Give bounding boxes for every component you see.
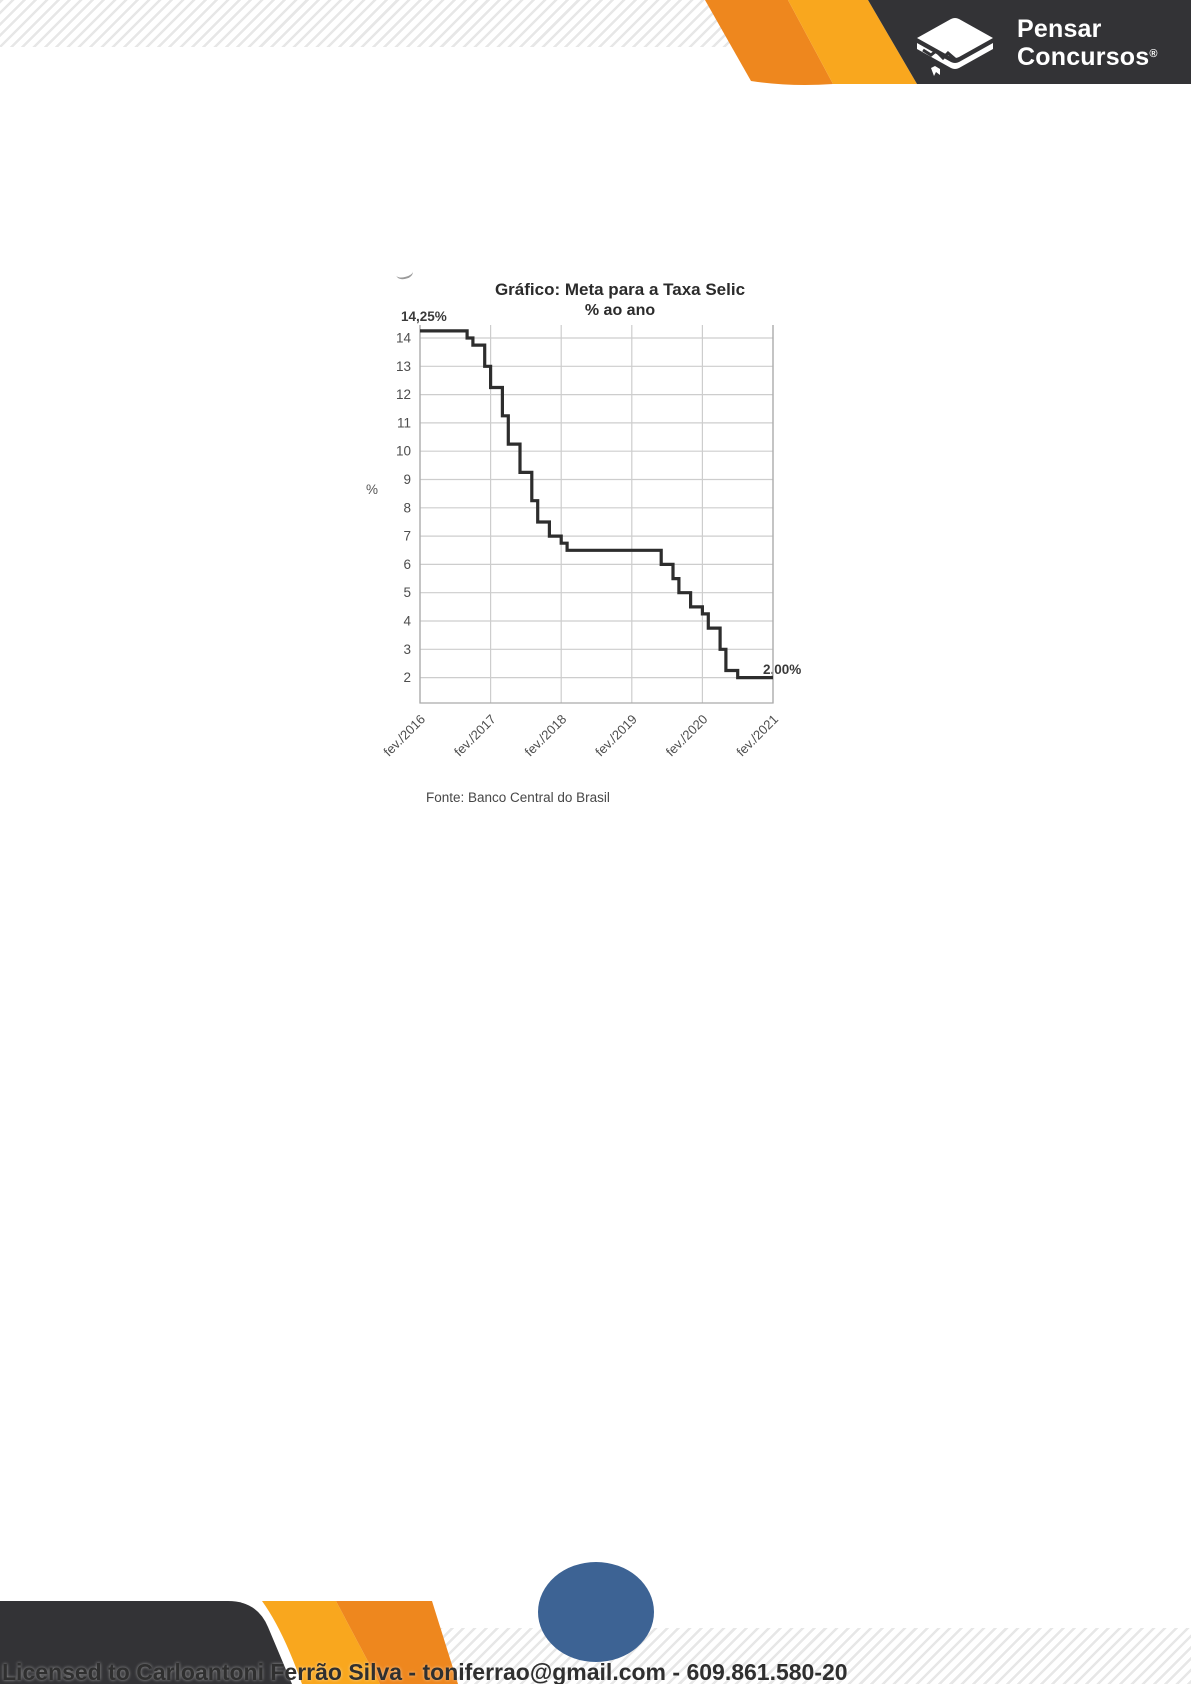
- license-watermark-text: Licensed to Carloantoni Ferrão Silva - t…: [2, 1659, 848, 1684]
- pensar-logo-icon: [917, 18, 993, 76]
- y-tick-label: 7: [403, 529, 411, 544]
- y-tick-label: 12: [396, 387, 411, 402]
- brand-wordmark: Pensar Concursos®: [1017, 14, 1158, 71]
- y-axis-unit-label: %: [366, 482, 379, 497]
- x-tick-label: fev./2019: [592, 712, 640, 760]
- banner-amber-stripe: [788, 0, 917, 84]
- footer-charcoal-block: [0, 1601, 292, 1684]
- y-tick-label: 5: [403, 585, 411, 600]
- brand-line1: Pensar: [1017, 14, 1102, 43]
- x-tick-label: fev./2018: [522, 712, 570, 760]
- y-tick-label: 2: [403, 670, 411, 685]
- footer-graphic: [0, 1562, 654, 1684]
- y-tick-label: 6: [403, 557, 411, 572]
- chart-source: Fonte: Banco Central do Brasil: [426, 790, 610, 805]
- y-tick-label: 9: [403, 472, 411, 487]
- y-tick-label: 14: [396, 331, 412, 346]
- y-tick-label: 3: [403, 642, 411, 657]
- y-tick-label: 8: [403, 500, 411, 515]
- registered-mark: ®: [1149, 47, 1158, 60]
- blue-ellipse-shape: [538, 1562, 654, 1662]
- selic-step-line: [420, 329, 773, 680]
- footer-amber-stripe: [262, 1601, 380, 1684]
- x-tick-label: fev./2021: [733, 712, 781, 760]
- brand-logo: Pensar Concursos®: [905, 10, 1185, 76]
- selic-step-chart: 2 3 4 5 6 7 8 9 10 11 12 13 14 fev./2016 fev./2017 fev.…: [380, 325, 781, 760]
- top-hatch-stripe: [0, 0, 742, 47]
- footer-orange-stripe: [336, 1601, 458, 1684]
- brand-line2: Concursos: [1017, 42, 1150, 71]
- plot-border: [419, 325, 774, 704]
- banner-orange-stripe: [705, 0, 833, 85]
- y-tick-label: 4: [403, 614, 411, 629]
- logo-zigzag: [922, 48, 956, 61]
- x-tick-label: fev./2016: [380, 712, 428, 760]
- y-tick-label: 13: [396, 359, 411, 374]
- y-tick-label: 11: [397, 415, 411, 430]
- x-tick-label: fev./2017: [451, 712, 499, 760]
- chart-subtitle: % ao ano: [584, 302, 656, 319]
- y-tick-label: 10: [396, 444, 411, 459]
- start-value-annotation: 14,25%: [401, 309, 447, 324]
- x-tick-label: fev./2020: [663, 712, 711, 760]
- chart-title: Gráfico: Meta para a Taxa Selic: [494, 280, 746, 299]
